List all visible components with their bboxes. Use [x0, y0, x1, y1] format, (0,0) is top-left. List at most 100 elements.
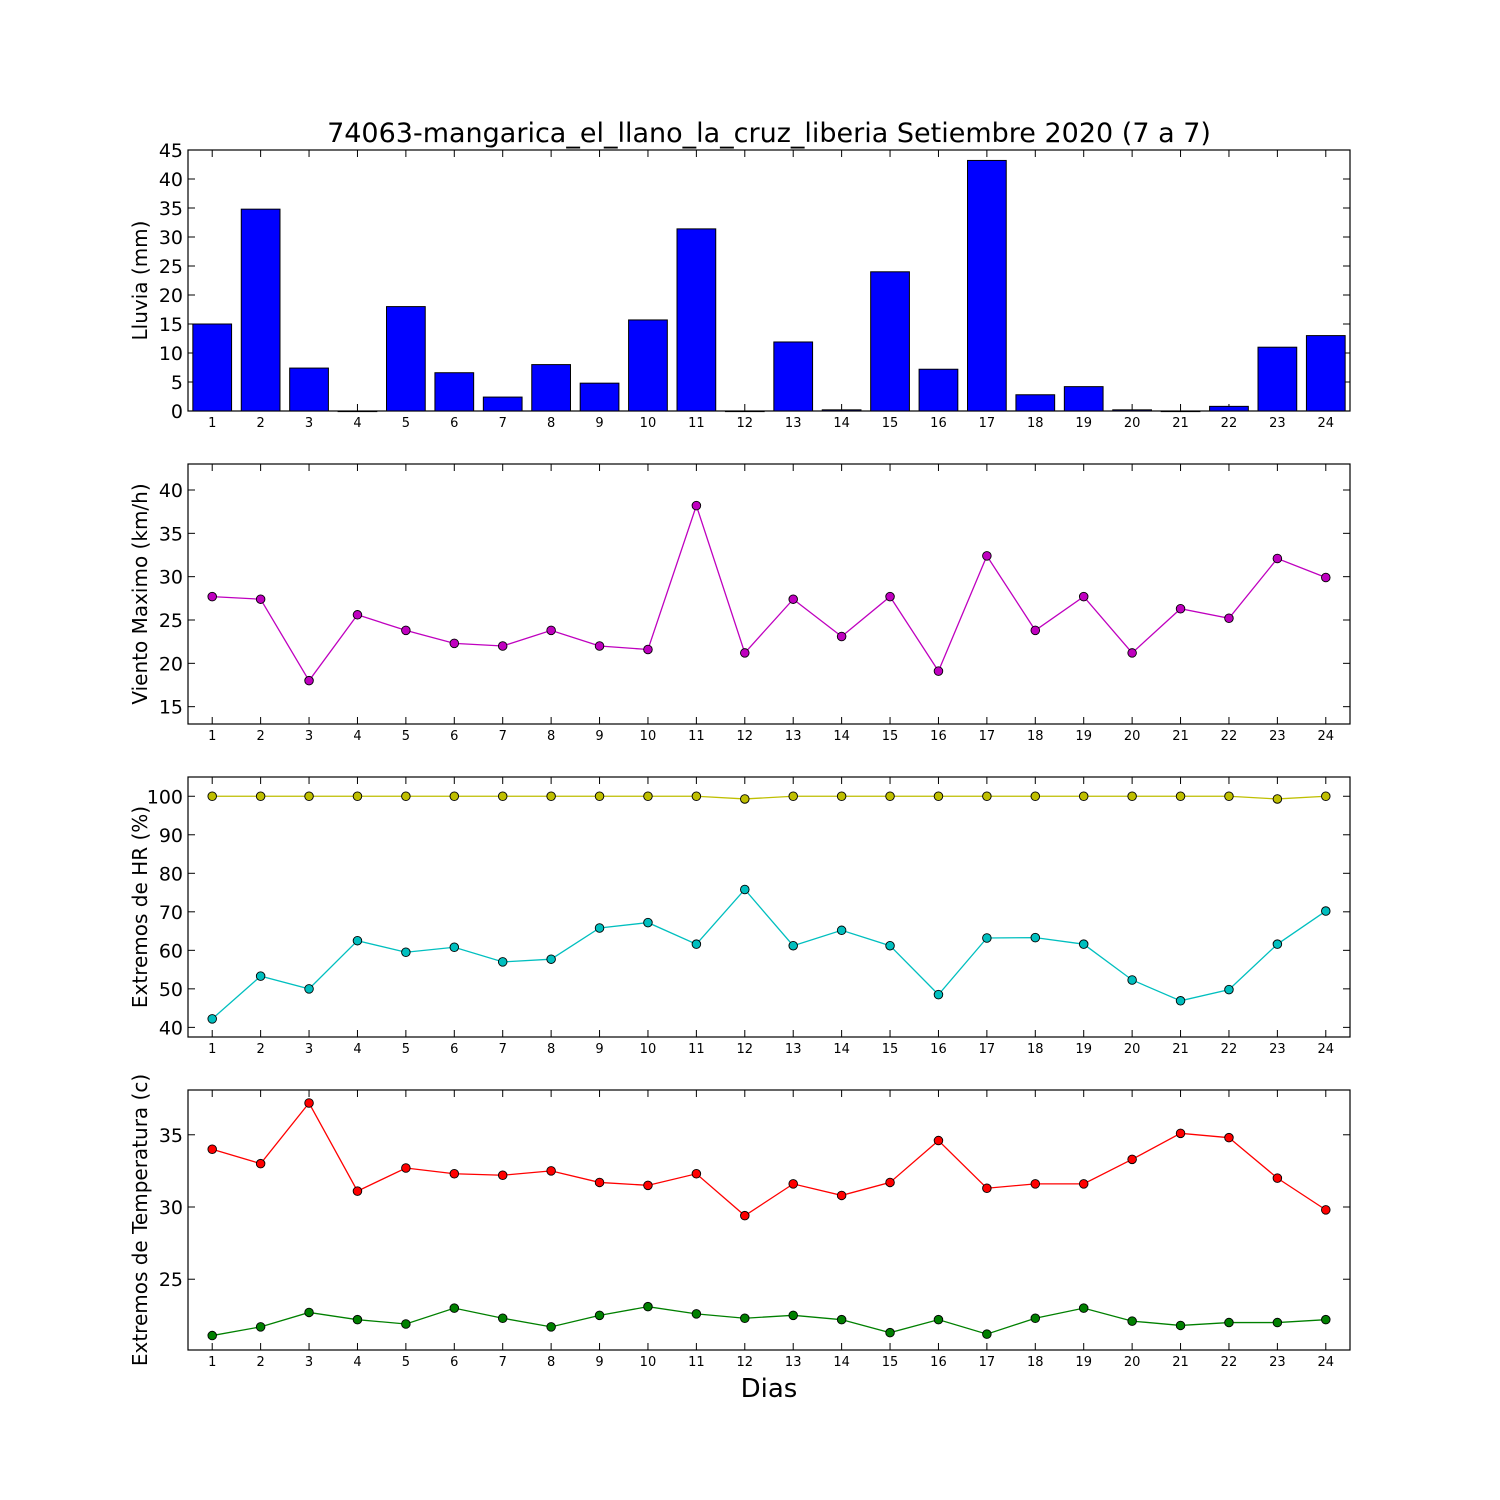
y-tick-label: 70	[159, 902, 183, 924]
data-point	[1321, 906, 1331, 916]
rain-bar	[821, 409, 862, 412]
data-point	[1175, 996, 1186, 1006]
data-point	[546, 1166, 556, 1176]
data-point	[304, 984, 314, 994]
data-point	[449, 791, 460, 802]
data-point	[401, 791, 411, 802]
data-point	[740, 884, 750, 895]
data-point	[352, 1186, 363, 1196]
x-tick-label: 12	[737, 416, 754, 431]
rain-bar	[967, 159, 1007, 412]
data-point	[449, 1169, 460, 1179]
x-tick-label: 9	[595, 416, 603, 431]
x-tick-label: 22	[1221, 729, 1238, 744]
x-tick-label: 18	[1027, 416, 1044, 431]
data-point	[497, 1313, 508, 1323]
data-point	[207, 1330, 217, 1341]
x-tick-label: 13	[785, 729, 802, 744]
data-point	[1175, 1320, 1186, 1331]
x-tick-label: 17	[979, 1355, 996, 1370]
data-point	[497, 957, 508, 967]
rain-bar	[676, 228, 717, 412]
y-tick-label: 40	[159, 480, 183, 502]
x-tick-label: 6	[450, 416, 458, 431]
x-tick-label: 2	[256, 729, 264, 744]
data-point	[885, 791, 895, 802]
x-tick-label: 1	[208, 1355, 216, 1370]
data-point	[546, 1322, 556, 1332]
y-tick-label: 20	[159, 653, 183, 675]
data-point	[1321, 1314, 1331, 1325]
x-tick-label: 16	[930, 729, 947, 744]
rain-bar	[386, 306, 426, 412]
y-tick-label: 15	[159, 314, 183, 336]
x-tick-label: 10	[640, 729, 657, 744]
data-point	[1127, 648, 1137, 658]
data-point	[1272, 1173, 1283, 1183]
x-tick-label: 7	[499, 1355, 507, 1370]
plot-frame	[187, 776, 1351, 1038]
data-point	[691, 1309, 702, 1319]
rain-bar	[1257, 346, 1298, 412]
rain-bar	[1112, 409, 1152, 412]
data-point	[643, 1301, 653, 1312]
x-tick-label: 3	[305, 729, 313, 744]
data-point	[933, 1135, 944, 1146]
x-tick-label: 21	[1172, 1042, 1189, 1057]
data-point	[1224, 1317, 1234, 1328]
data-point	[788, 594, 798, 604]
x-tick-label: 1	[208, 416, 216, 431]
data-point	[304, 791, 314, 802]
x-tick-label: 15	[882, 729, 899, 744]
data-point	[1078, 591, 1089, 602]
data-point	[497, 641, 508, 651]
x-tick-label: 15	[882, 1355, 899, 1370]
y-tick-label: 25	[159, 1269, 183, 1291]
x-tick-label: 20	[1124, 1042, 1141, 1057]
x-tick-label: 2	[256, 1355, 264, 1370]
data-point	[1030, 1313, 1041, 1323]
x-tick-label: 14	[833, 1042, 850, 1057]
x-tick-label: 4	[353, 729, 361, 744]
x-tick-label: 12	[737, 1042, 754, 1057]
x-tick-label: 14	[833, 729, 850, 744]
data-point	[255, 594, 266, 604]
y-axis-label: Extremos de HR (%)	[128, 806, 152, 1008]
data-point	[352, 935, 363, 946]
data-point	[933, 666, 944, 676]
data-point	[933, 1314, 944, 1325]
y-tick-label: 25	[159, 610, 183, 632]
x-tick-label: 10	[640, 1042, 657, 1057]
series-line-2	[212, 1306, 1326, 1337]
data-point	[933, 989, 944, 1000]
x-tick-label: 9	[595, 1042, 603, 1057]
rain-bar	[870, 271, 910, 412]
x-tick-label: 2	[256, 416, 264, 431]
y-tick-label: 60	[159, 940, 183, 962]
x-tick-label: 3	[305, 416, 313, 431]
data-point	[1078, 1179, 1089, 1189]
x-tick-label: 5	[402, 729, 410, 744]
x-tick-label: 3	[305, 1355, 313, 1370]
x-tick-label: 22	[1221, 1355, 1238, 1370]
data-point	[1321, 1205, 1331, 1215]
rain-bar	[1063, 386, 1104, 412]
x-tick-label: 12	[737, 729, 754, 744]
data-point	[1224, 984, 1234, 995]
x-tick-label: 19	[1075, 416, 1092, 431]
x-tick-label: 13	[785, 416, 802, 431]
data-point	[788, 791, 798, 802]
y-tick-label: 15	[159, 697, 183, 719]
x-tick-label: 4	[353, 1355, 361, 1370]
data-point	[1078, 1303, 1089, 1313]
data-point	[304, 1098, 314, 1108]
x-tick-label: 5	[402, 1355, 410, 1370]
data-point	[255, 791, 266, 802]
data-point	[1224, 791, 1234, 802]
data-point	[1078, 939, 1089, 949]
x-tick-label: 18	[1027, 729, 1044, 744]
